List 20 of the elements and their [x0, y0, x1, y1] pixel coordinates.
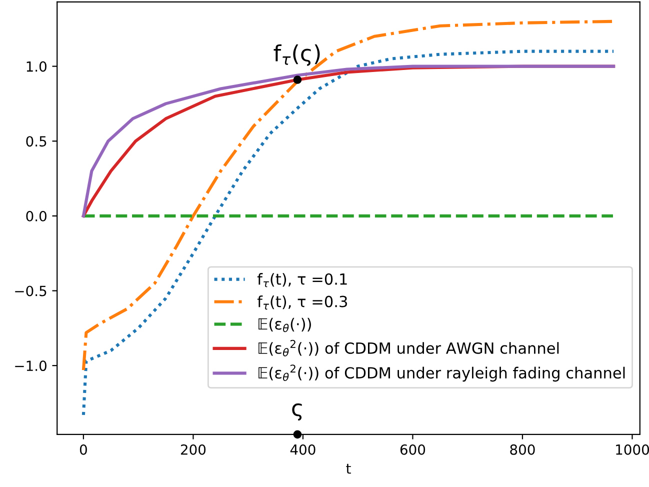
x-tick-label: 200	[180, 444, 206, 455]
y-tick-label: 1.0	[26, 61, 46, 72]
line-series	[82, 64, 616, 218]
x-tick-label: 400	[290, 444, 316, 455]
x-tick-label: 800	[510, 444, 535, 455]
y-tick-label: 0.0	[26, 210, 46, 222]
y-tick-label: −0.5	[15, 286, 46, 296]
x-tick-label: 1000	[616, 444, 649, 455]
x-tick-label: 0	[80, 444, 87, 455]
y-tick-label: −1.0	[15, 360, 46, 372]
annotation: ς	[292, 403, 302, 421]
x-axis-title: t	[346, 464, 351, 474]
legend-label: 𝔼(ε$_{θ}$$^{2}$(·)) of CDDM under AWGN channel	[258, 340, 559, 356]
legend-label: 𝔼(ε$_{θ}$$^{2}$(·)) of CDDM under rayleigh fading channel	[258, 364, 625, 382]
annotation: f$_{τ}$(ς)	[274, 44, 320, 66]
y-tick-label: 0.5	[26, 136, 46, 147]
legend-label: f$_{τ}$(t), τ =0.3	[257, 295, 347, 310]
legend-label: 𝔼(ε$_{θ}$(·))	[258, 318, 311, 332]
x-tick-label: 600	[400, 444, 426, 455]
legend-label: f$_{τ}$(t), τ =0.1	[257, 273, 347, 288]
